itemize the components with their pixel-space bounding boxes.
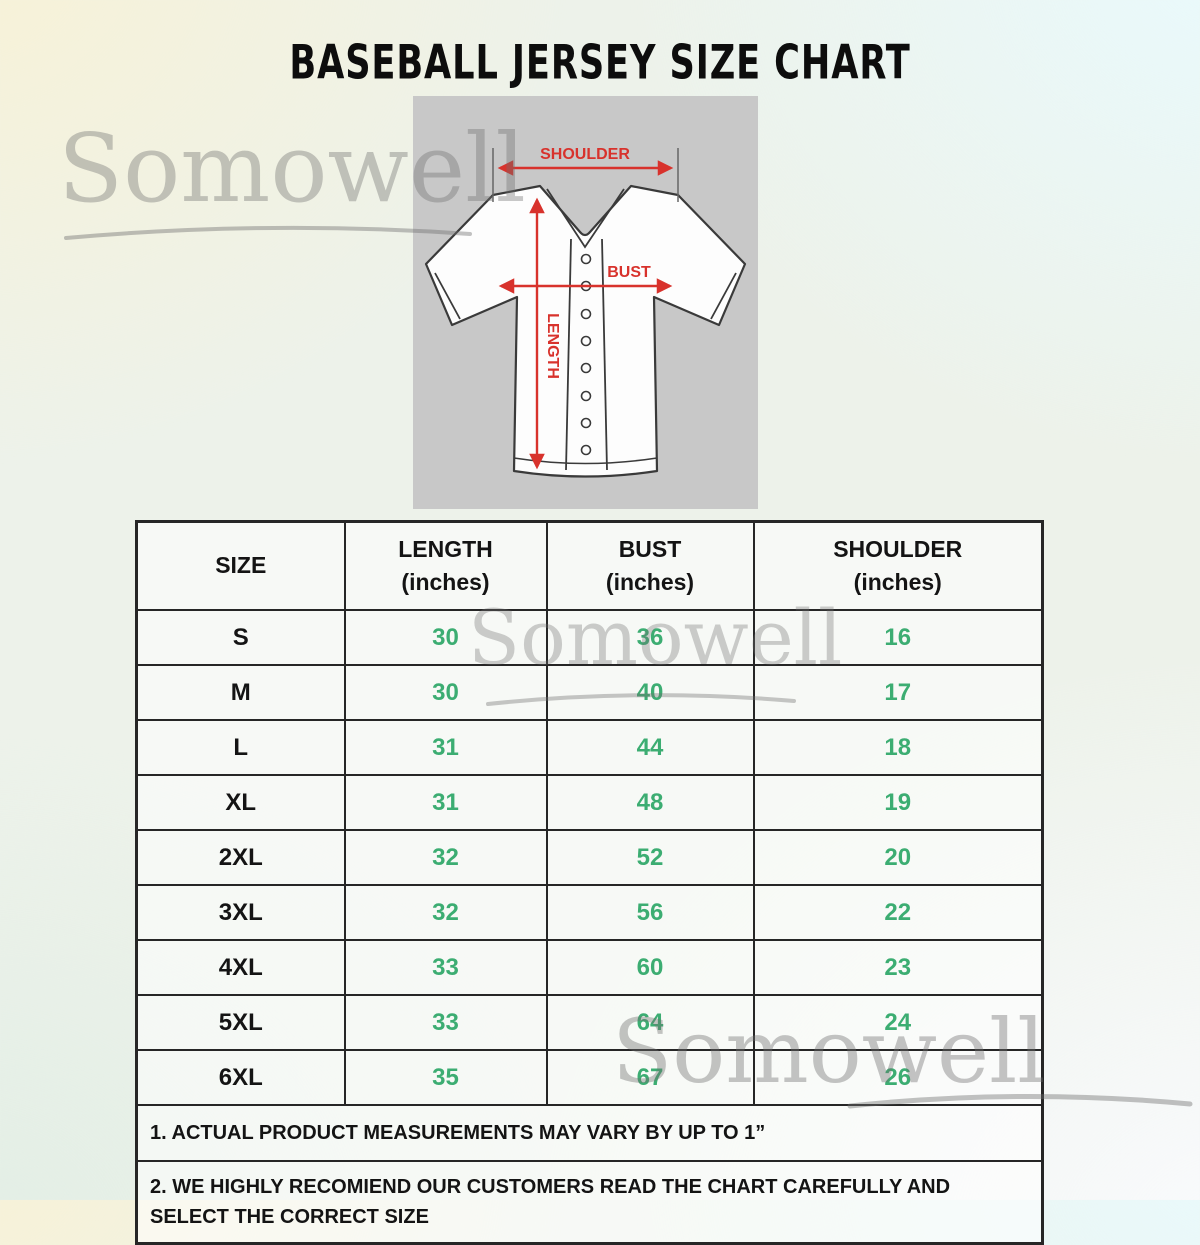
column-header-size: SIZE — [135, 520, 346, 611]
column-header-label: SHOULDER — [833, 535, 963, 562]
table-row: M 30 40 17 — [135, 664, 1044, 721]
page-title: BASEBALL JERSEY SIZE CHART — [289, 35, 911, 91]
length-value-cell: 33 — [343, 994, 548, 1051]
note-row: 1. ACTUAL PRODUCT MEASUREMENTS MAY VARY … — [135, 1104, 1044, 1162]
jersey-outline — [424, 184, 747, 478]
size-cell: 3XL — [135, 884, 346, 941]
length-value-cell: 30 — [343, 609, 548, 666]
size-cell: 4XL — [135, 939, 346, 996]
bust-value-cell: 60 — [545, 939, 755, 996]
shoulder-value-cell: 16 — [752, 609, 1044, 666]
jersey-buttons — [580, 253, 592, 456]
column-header-shoulder: SHOULDER (inches) — [752, 520, 1044, 611]
column-header-label: LENGTH — [398, 535, 493, 562]
note-2: 2. WE HIGHLY RECOMIEND OUR CUSTOMERS REA… — [135, 1160, 1044, 1245]
measurement-arrows: SHOULDER BUST LENGTH — [492, 146, 679, 470]
table-row: L 31 44 18 — [135, 719, 1044, 776]
bust-value-cell: 40 — [545, 664, 755, 721]
table-row: 2XL 32 52 20 — [135, 829, 1044, 886]
bust-value-cell: 67 — [545, 1049, 755, 1106]
jersey-diagram-panel: SHOULDER BUST LENGTH — [413, 96, 758, 509]
length-value-cell: 32 — [343, 829, 548, 886]
jersey-diagram: SHOULDER BUST LENGTH — [424, 146, 747, 478]
size-chart-table: SIZE LENGTH (inches) BUST (inches) SHOUL… — [135, 520, 1044, 1245]
note-row: 2. WE HIGHLY RECOMIEND OUR CUSTOMERS REA… — [135, 1160, 1044, 1245]
bust-dimension-label: BUST — [607, 264, 651, 281]
table-row: 3XL 32 56 22 — [135, 884, 1044, 941]
length-value-cell: 31 — [343, 774, 548, 831]
column-header-label: SIZE — [215, 552, 267, 579]
shoulder-value-cell: 19 — [752, 774, 1044, 831]
size-table-body: S 30 36 16 M 30 40 17 L 31 44 18 XL 31 48 19 2XL 32 52 20 3X… — [135, 609, 1044, 1106]
length-dimension-label: LENGTH — [544, 313, 561, 379]
shoulder-value-cell: 23 — [752, 939, 1044, 996]
shoulder-value-cell: 22 — [752, 884, 1044, 941]
column-header-unit: (inches) — [605, 569, 695, 595]
bust-value-cell: 64 — [545, 994, 755, 1051]
table-row: 5XL 33 64 24 — [135, 994, 1044, 1051]
table-row: 4XL 33 60 23 — [135, 939, 1044, 996]
column-header-bust: BUST (inches) — [545, 520, 755, 611]
shoulder-value-cell: 26 — [752, 1049, 1044, 1106]
shoulder-value-cell: 18 — [752, 719, 1044, 776]
note-1: 1. ACTUAL PRODUCT MEASUREMENTS MAY VARY … — [135, 1104, 1044, 1162]
column-header-unit: (inches) — [853, 569, 942, 595]
bust-value-cell: 48 — [545, 774, 755, 831]
size-cell: S — [135, 609, 346, 666]
length-value-cell: 33 — [343, 939, 548, 996]
length-value-cell: 32 — [343, 884, 548, 941]
size-cell: M — [135, 664, 346, 721]
size-cell: L — [135, 719, 346, 776]
length-value-cell: 35 — [343, 1049, 548, 1106]
length-value-cell: 30 — [343, 664, 548, 721]
bust-value-cell: 52 — [545, 829, 755, 886]
table-row: S 30 36 16 — [135, 609, 1044, 666]
size-cell: 5XL — [135, 994, 346, 1051]
shoulder-dimension-label: SHOULDER — [540, 146, 630, 163]
length-value-cell: 31 — [343, 719, 548, 776]
shoulder-value-cell: 17 — [752, 664, 1044, 721]
table-header-row: SIZE LENGTH (inches) BUST (inches) SHOUL… — [135, 520, 1044, 611]
size-cell: XL — [135, 774, 346, 831]
column-header-length: LENGTH (inches) — [343, 520, 548, 611]
shoulder-value-cell: 24 — [752, 994, 1044, 1051]
table-row: XL 31 48 19 — [135, 774, 1044, 831]
bust-value-cell: 36 — [545, 609, 755, 666]
size-cell: 6XL — [135, 1049, 346, 1106]
bust-value-cell: 44 — [545, 719, 755, 776]
size-cell: 2XL — [135, 829, 346, 886]
shoulder-value-cell: 20 — [752, 829, 1044, 886]
column-header-unit: (inches) — [401, 569, 490, 595]
bust-value-cell: 56 — [545, 884, 755, 941]
table-row: 6XL 35 67 26 — [135, 1049, 1044, 1106]
column-header-label: BUST — [618, 535, 682, 562]
